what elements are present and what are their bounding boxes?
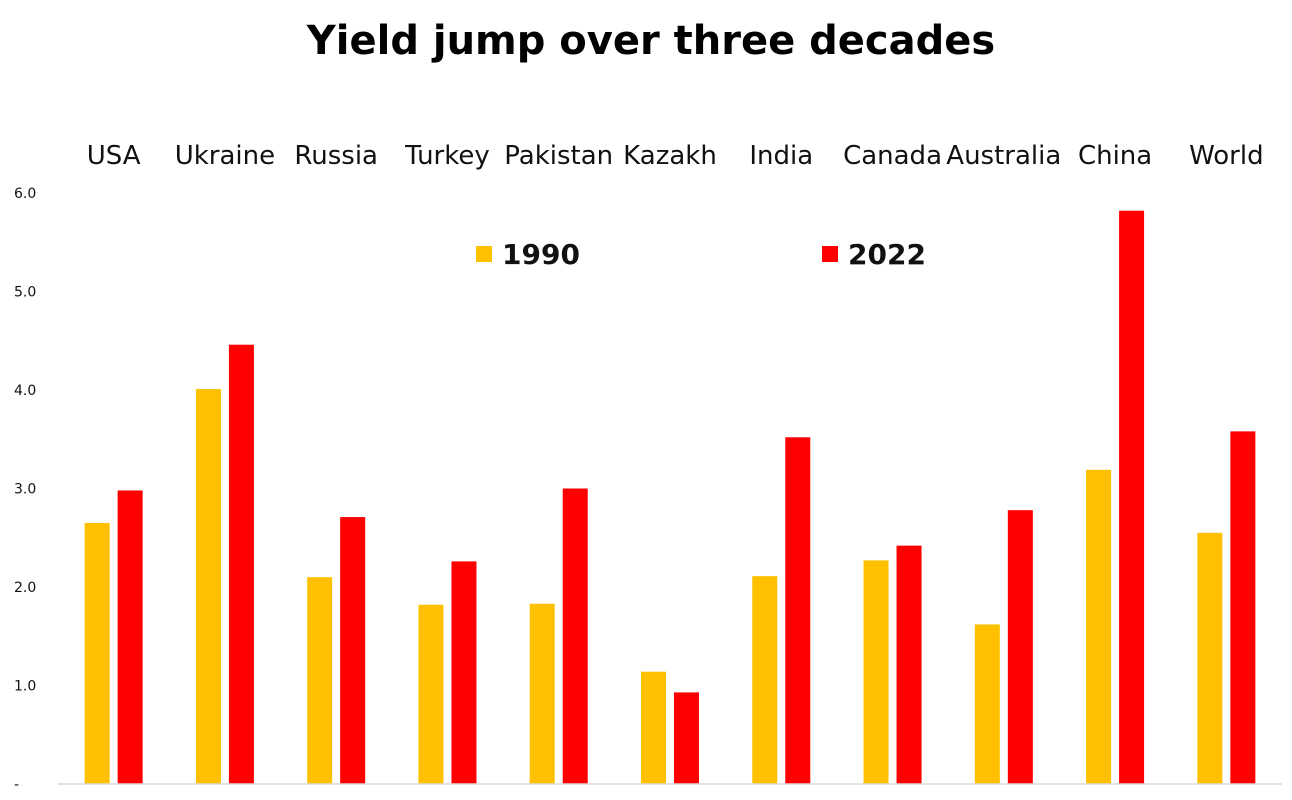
bar-2022: [674, 692, 699, 784]
y-axis-ticks: - 1.0 2.0 3.0 4.0 5.0 6.0: [14, 186, 36, 793]
bar-1990: [641, 671, 666, 784]
y-tick-label: 3.0: [14, 482, 36, 498]
bar-2022: [451, 561, 477, 784]
bar-2022: [1119, 210, 1145, 785]
bars: [84, 210, 1256, 785]
bar-1990: [529, 603, 555, 784]
bar-1990: [84, 522, 110, 784]
bar-2022: [117, 490, 143, 784]
bar-1990: [863, 560, 889, 784]
category-label: Canada: [843, 141, 942, 171]
bar-1990: [752, 576, 778, 784]
bar-1990: [1086, 469, 1112, 784]
bar-2022: [785, 437, 811, 784]
category-label: World: [1189, 141, 1264, 171]
bar-1990: [974, 624, 1000, 784]
category-label: Australia: [946, 141, 1061, 171]
y-tick-label: 4.0: [14, 383, 36, 399]
bar-2022: [1007, 510, 1033, 784]
category-label: Pakistan: [504, 141, 613, 171]
bar-2022: [228, 344, 254, 784]
chart-title: Yield jump over three decades: [306, 18, 995, 64]
y-tick-label: -: [14, 777, 19, 793]
category-label: Russia: [294, 141, 378, 171]
legend-swatch: [822, 246, 838, 262]
bar-1990: [195, 389, 221, 784]
category-label: China: [1078, 141, 1152, 171]
bar-1990: [307, 577, 333, 784]
category-label: Kazakh: [623, 141, 717, 171]
legend-label: 1990: [502, 238, 580, 271]
bar-1990: [418, 604, 444, 784]
y-tick-label: 1.0: [14, 679, 36, 695]
bar-1990: [1197, 532, 1223, 784]
bar-2022: [896, 545, 922, 784]
category-label: India: [749, 141, 813, 171]
bar-2022: [562, 488, 588, 784]
bar-2022: [1230, 431, 1256, 784]
bar-2022: [340, 517, 366, 784]
legend-label: 2022: [848, 238, 926, 271]
y-tick-label: 6.0: [14, 186, 36, 202]
y-tick-label: 2.0: [14, 580, 36, 596]
category-label: USA: [87, 141, 141, 171]
category-label: Turkey: [404, 141, 490, 171]
category-labels: USA Ukraine Russia Turkey Pakistan Kazakh Indi…: [87, 141, 1264, 171]
category-label: Ukraine: [175, 141, 275, 171]
legend-swatch: [476, 246, 492, 262]
y-tick-label: 5.0: [14, 285, 36, 301]
legend: 1990 2022: [476, 238, 926, 271]
